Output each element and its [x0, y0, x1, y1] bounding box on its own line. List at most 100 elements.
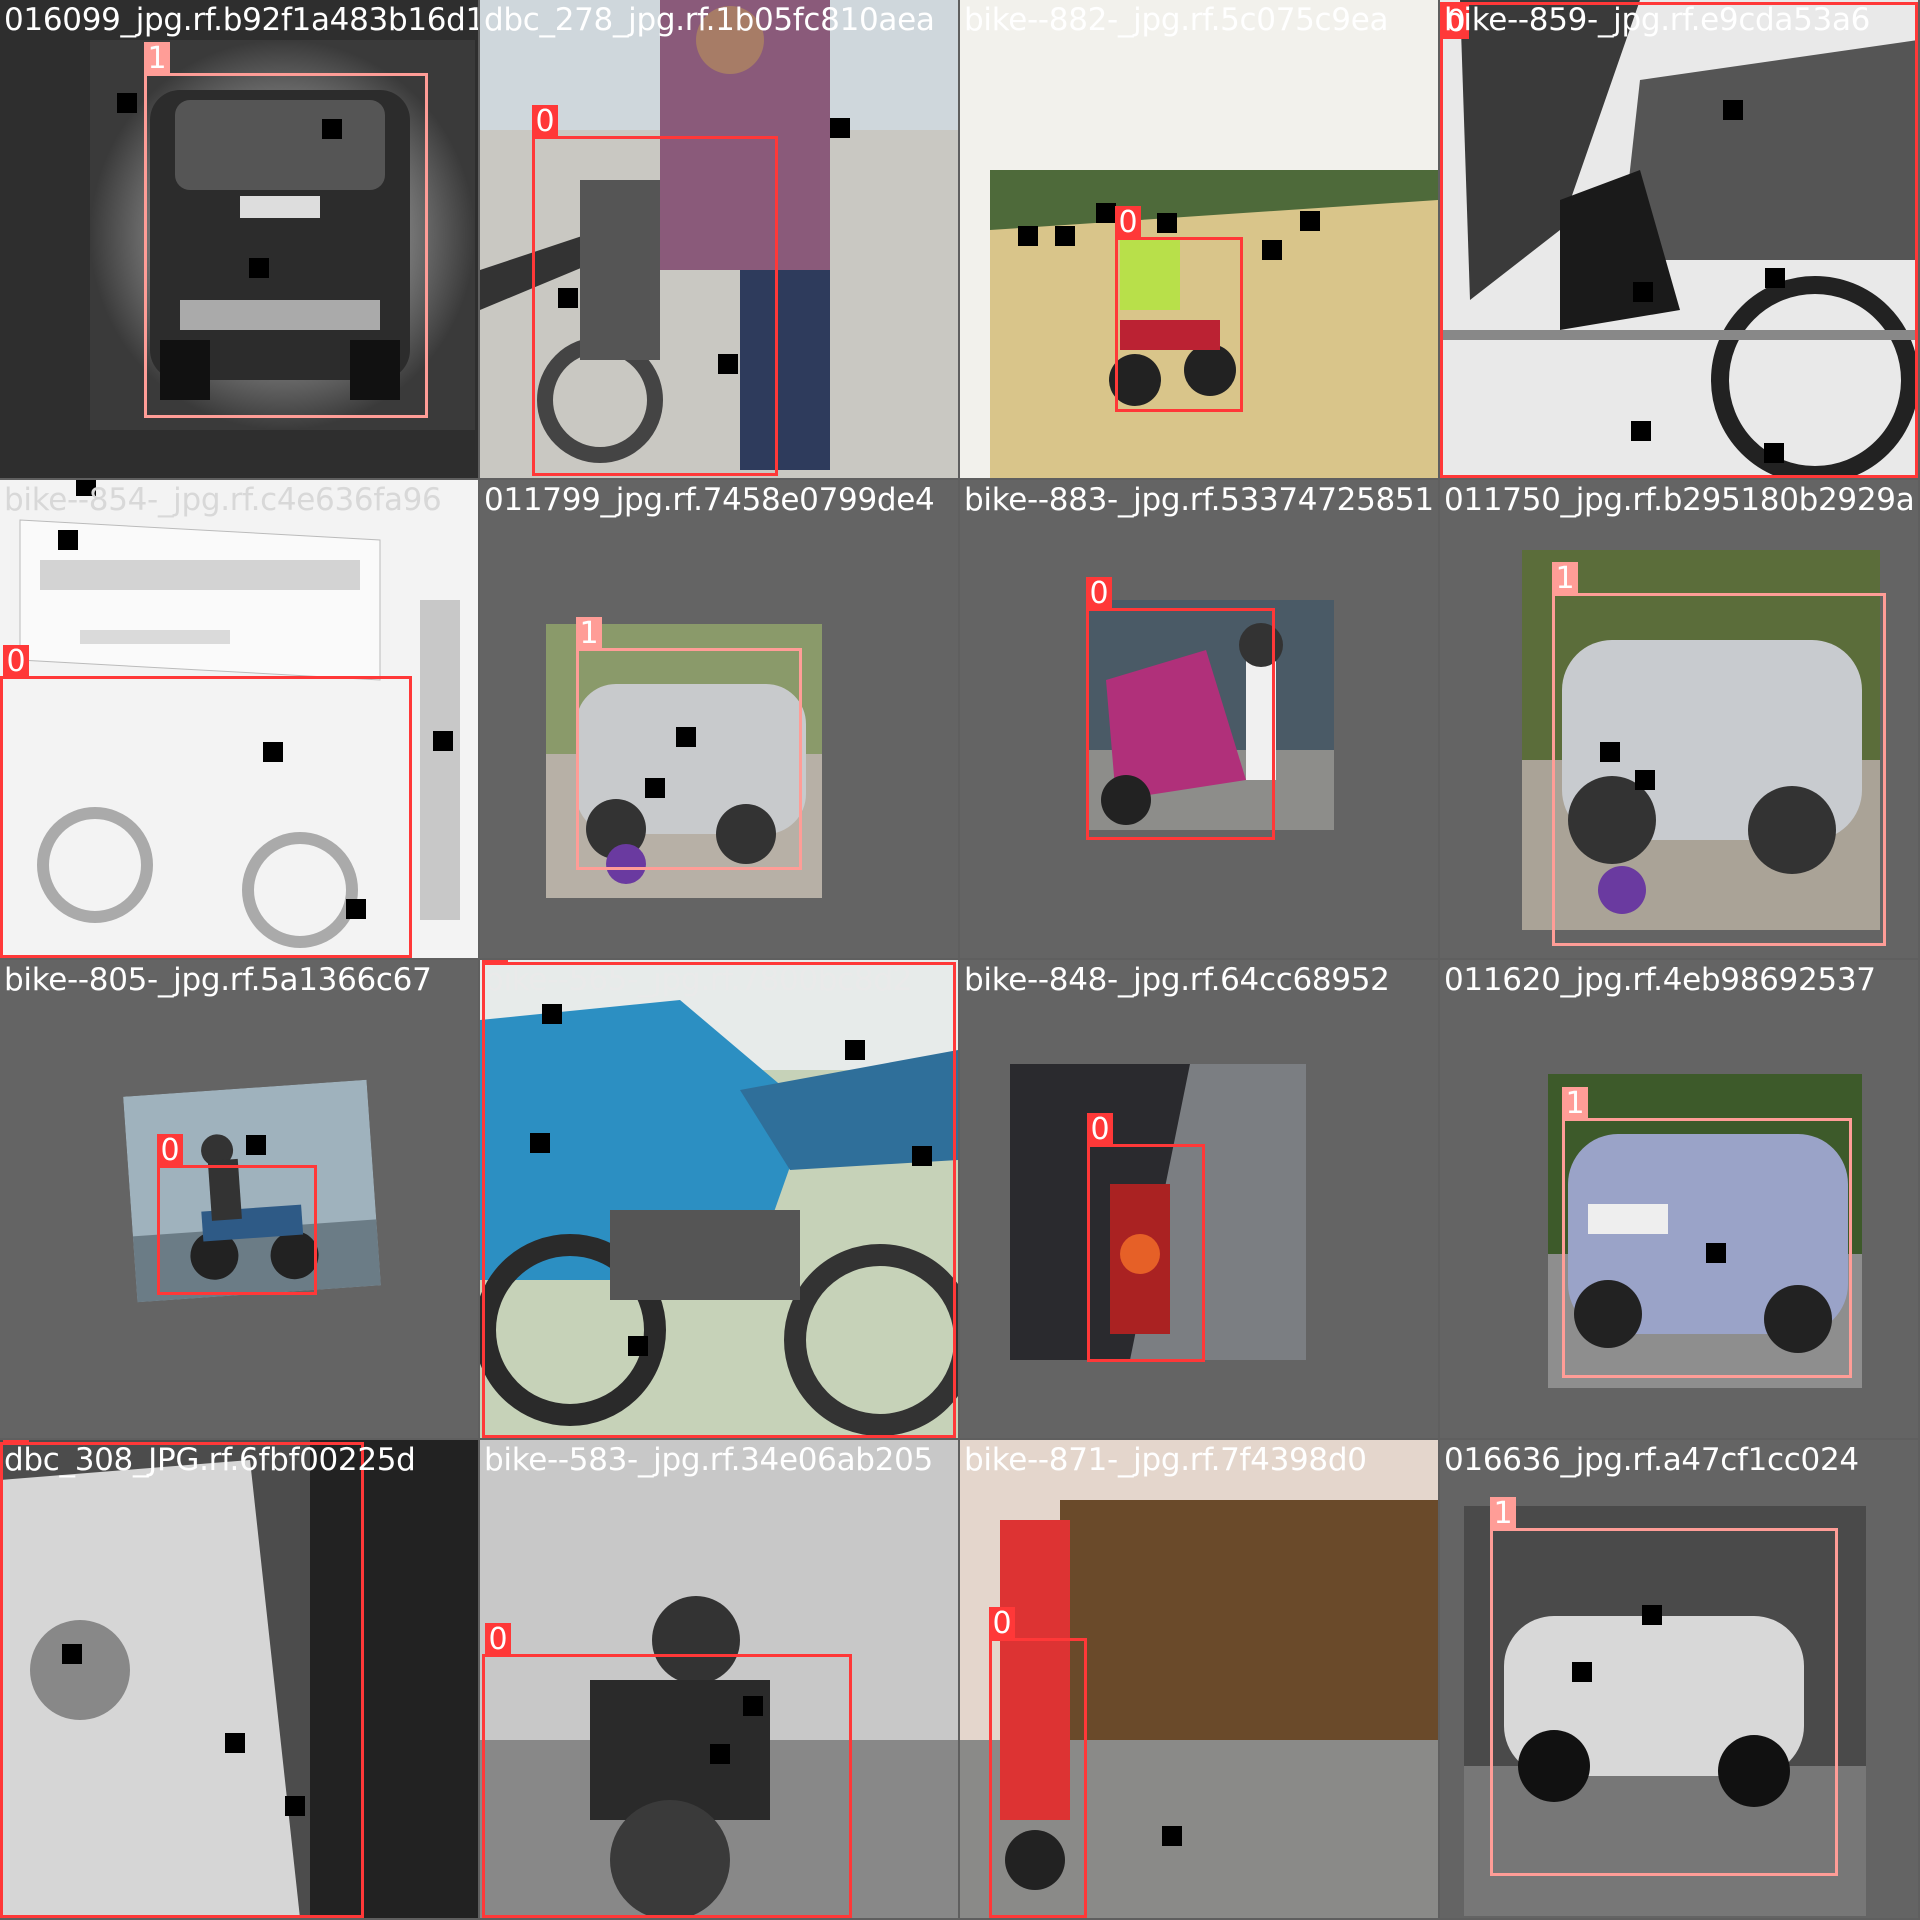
cutout-patch — [285, 1796, 305, 1816]
blue-sport-bike-photo — [480, 960, 958, 1438]
cutout-patch — [117, 93, 137, 113]
cutout-patch — [1706, 1243, 1726, 1263]
cutout-patch — [246, 1135, 266, 1155]
cutout-patch — [1018, 226, 1038, 246]
bbox-class-1: 1 — [144, 42, 428, 418]
mosaic-tile: 0 dbc_278_jpg.rf.1b05fc810aea — [480, 0, 958, 478]
cutout-patch — [76, 480, 96, 496]
white-car-photo — [0, 1440, 478, 1918]
class-label: 0 — [485, 1623, 511, 1657]
class-label: 0 — [1115, 206, 1141, 240]
image-filename: 016636_jpg.rf.a47cf1cc024 — [1444, 1442, 1859, 1478]
race-track-rider-photo — [960, 1440, 1438, 1918]
mosaic-tile: 1 016099_jpg.rf.b92f1a483b16d1 — [0, 0, 478, 478]
bbox-class-0: 0 — [1087, 1113, 1205, 1362]
silver-smart-car-photo — [546, 624, 822, 898]
bbox-class-0: 0 — [989, 1607, 1087, 1918]
bbox-class-0: 0 — [532, 105, 778, 476]
cutout-patch — [1572, 1662, 1592, 1682]
mosaic-tile: 0 bike--883-_jpg.rf.53374725851 — [960, 480, 1438, 958]
cutout-patch — [433, 731, 453, 751]
mosaic-tile: 0 bike--805-_jpg.rf.5a1366c67 — [0, 960, 478, 1438]
image-filename: bike--583-_jpg.rf.34e06ab205 — [484, 1442, 933, 1478]
cutout-patch — [558, 288, 578, 308]
mosaic-tile: 1 011620_jpg.rf.4eb98692537 — [1440, 960, 1918, 1438]
class-label: 0 — [1087, 1113, 1113, 1147]
cutout-patch — [322, 119, 342, 139]
cutout-patch — [1642, 1605, 1662, 1625]
cutout-patch — [542, 1004, 562, 1024]
mosaic-tile: 0 bike--565-_jpg.rf.7800bc8d2 — [480, 960, 958, 1438]
class-label: 0 — [157, 1134, 183, 1168]
cutout-patch — [1300, 211, 1320, 231]
bbox-class-1: 1 — [576, 617, 802, 870]
class-label: 0 — [482, 960, 508, 965]
cutout-patch — [912, 1146, 932, 1166]
class-label: 0 — [532, 105, 558, 139]
image-filename: bike--854-_jpg.rf.c4e636fa96 — [4, 482, 442, 518]
cutout-patch — [845, 1040, 865, 1060]
cutout-patch — [1055, 226, 1075, 246]
class-label: 1 — [1552, 562, 1578, 596]
bw-rider-closeup-photo — [1440, 0, 1918, 478]
suv-rear-photo — [0, 0, 478, 478]
image-filename: bike--883-_jpg.rf.53374725851 — [964, 482, 1434, 518]
class-label: 0 — [989, 1607, 1015, 1641]
bbox-class-0: 0 — [1115, 206, 1243, 412]
image-filename: dbc_308_JPG.rf.6fbf00225d — [4, 1442, 416, 1478]
cutout-patch — [718, 354, 738, 374]
mosaic-tile: 0 bike--583-_jpg.rf.34e06ab205 — [480, 1440, 958, 1918]
image-filename: bike--882-_jpg.rf.5c075c9ea — [964, 2, 1389, 38]
khardungla-sign-photo — [0, 480, 478, 958]
cutout-patch — [1631, 421, 1651, 441]
bbox-class-0: 0 — [482, 1623, 852, 1918]
mosaic-tile: 0 dbc_308_JPG.rf.6fbf00225d — [0, 1440, 478, 1918]
desert-rider-photo — [960, 0, 1438, 478]
cutout-patch — [1157, 213, 1177, 233]
cutout-patch — [62, 1644, 82, 1664]
bbox-class-1: 1 — [1490, 1497, 1838, 1876]
class-label: 1 — [1490, 1497, 1516, 1531]
bbox-class-1: 1 — [1562, 1087, 1852, 1378]
gray-rider-photo — [480, 1440, 958, 1918]
bbox-class-1: 1 — [1552, 562, 1886, 946]
cutout-patch — [1262, 240, 1282, 260]
mosaic-tile: 0 bike--848-_jpg.rf.64cc68952 — [960, 960, 1438, 1438]
image-filename: 011620_jpg.rf.4eb98692537 — [1444, 962, 1876, 998]
silver-smart-car-large-photo — [1522, 550, 1880, 930]
mosaic-tile: 1 011799_jpg.rf.7458e0799de4 — [480, 480, 958, 958]
cutout-patch — [1162, 1826, 1182, 1846]
image-filename: bike--805-_jpg.rf.5a1366c67 — [4, 962, 432, 998]
class-label: 0 — [3, 1440, 29, 1445]
cutout-patch — [346, 899, 366, 919]
cutout-patch — [676, 727, 696, 747]
image-filename: dbc_278_jpg.rf.1b05fc810aea — [484, 2, 935, 38]
image-filename: 011750_jpg.rf.b295180b2929a — [1444, 482, 1915, 518]
mosaic-tile: 0 bike--854-_jpg.rf.c4e636fa96 — [0, 480, 478, 958]
cutout-patch — [530, 1133, 550, 1153]
bbox-class-0: 0 — [1440, 2, 1918, 478]
bw-convertible-photo — [1464, 1506, 1866, 1916]
image-filename: bike--859-_jpg.rf.e9cda53a6 — [1444, 2, 1871, 38]
bbox-class-0: 0 — [1086, 577, 1275, 840]
cutout-patch — [58, 530, 78, 550]
image-filename: 011799_jpg.rf.7458e0799de4 — [484, 482, 935, 518]
bbox-class-0: 0 — [157, 1134, 317, 1295]
cutout-patch — [1635, 770, 1655, 790]
image-filename: bike--871-_jpg.rf.7f4398d0 — [964, 1442, 1367, 1478]
class-label: 0 — [1086, 577, 1112, 611]
cutout-patch — [645, 778, 665, 798]
class-label: 1 — [144, 42, 170, 76]
class-label: 1 — [1562, 1087, 1588, 1121]
cutout-patch — [743, 1696, 763, 1716]
night-rider-photo — [1010, 1064, 1306, 1360]
cutout-patch — [249, 258, 269, 278]
cutout-patch — [263, 742, 283, 762]
class-label: 0 — [3, 645, 29, 679]
image-filename: bike--848-_jpg.rf.64cc68952 — [964, 962, 1390, 998]
mosaic-tile: 0 bike--882-_jpg.rf.5c075c9ea — [960, 0, 1438, 478]
cutout-patch — [225, 1733, 245, 1753]
pink-bike-child-photo — [1086, 600, 1334, 830]
cutout-patch — [1764, 443, 1784, 463]
